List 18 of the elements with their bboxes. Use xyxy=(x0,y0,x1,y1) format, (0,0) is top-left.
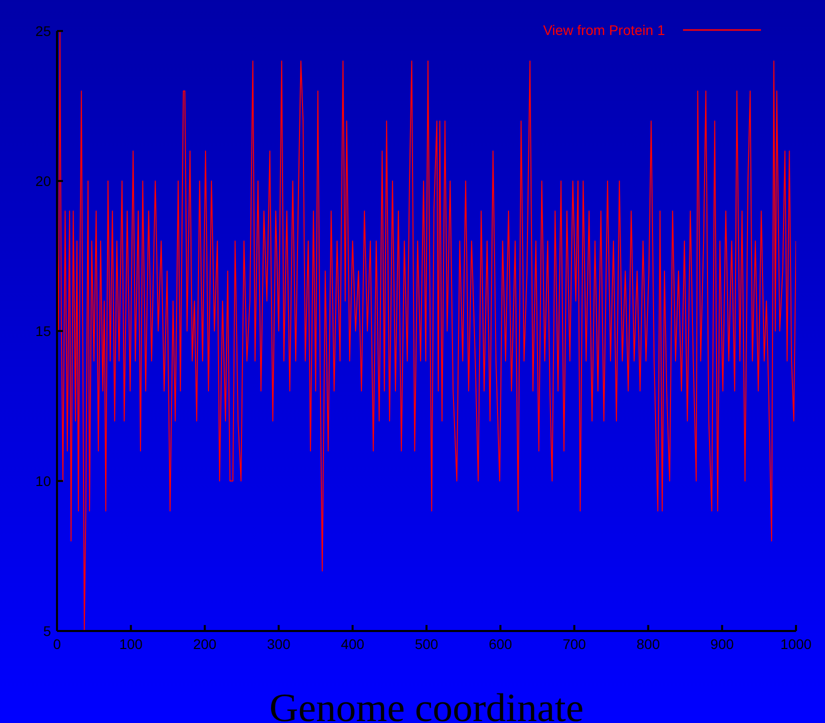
y-tick-label: 5 xyxy=(43,622,52,639)
x-tick-label: 0 xyxy=(53,636,62,652)
x-tick-label: 100 xyxy=(119,636,143,652)
x-tick-label: 300 xyxy=(267,636,291,652)
series-label: View from Protein 1 xyxy=(543,22,665,38)
x-tick-label: 500 xyxy=(414,636,438,652)
y-tick-label: 15 xyxy=(35,322,52,339)
x-tick-label: 900 xyxy=(710,636,734,652)
x-tick-label: 600 xyxy=(488,636,512,652)
y-tick-label: 20 xyxy=(35,172,52,189)
x-tick-label: 1000 xyxy=(780,636,812,652)
y-tick-label: 10 xyxy=(35,472,52,489)
y-tick-label: 25 xyxy=(35,22,52,39)
x-tick-label: 400 xyxy=(340,636,364,652)
x-axis-title: Genome coordinate xyxy=(269,685,584,723)
x-tick-label: 200 xyxy=(193,636,217,652)
x-tick-label: 700 xyxy=(562,636,586,652)
x-tick-label: 800 xyxy=(636,636,660,652)
